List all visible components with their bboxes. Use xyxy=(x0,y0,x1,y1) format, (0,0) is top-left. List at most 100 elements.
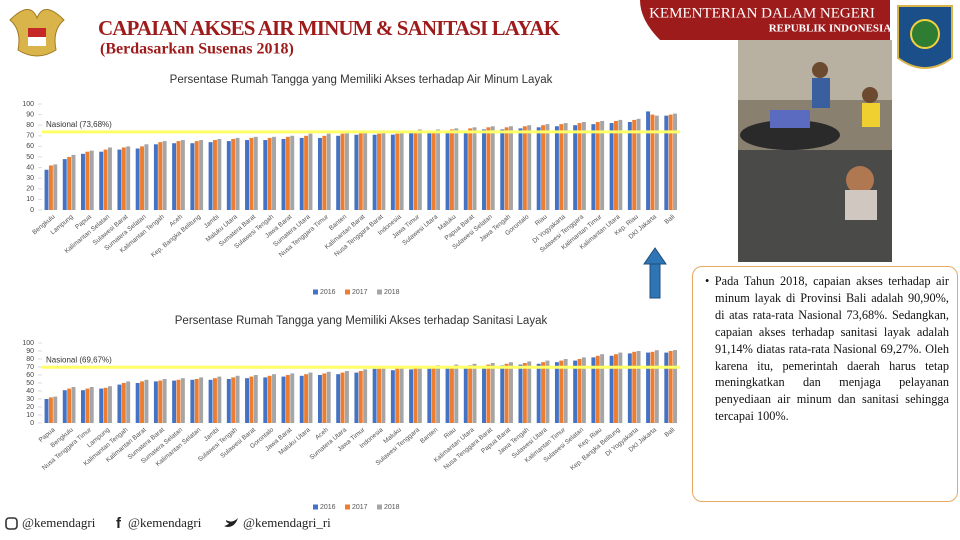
bar xyxy=(646,111,651,210)
bar xyxy=(212,378,217,423)
bar xyxy=(194,379,199,423)
legend-label: 2018 xyxy=(384,504,400,511)
legend-label: 2017 xyxy=(352,289,368,296)
bar xyxy=(208,379,213,423)
bar xyxy=(121,383,126,423)
bar xyxy=(81,390,85,423)
bar xyxy=(190,379,195,423)
bar xyxy=(71,154,76,210)
bar xyxy=(573,360,578,423)
bar xyxy=(267,137,272,210)
bar xyxy=(482,366,486,423)
bar xyxy=(290,373,295,423)
bar xyxy=(668,114,673,210)
bar xyxy=(212,140,217,210)
bar xyxy=(363,131,368,210)
bar xyxy=(263,140,268,210)
bar xyxy=(245,378,250,423)
legend-swatch xyxy=(313,289,318,295)
bar xyxy=(490,126,495,210)
bar xyxy=(600,354,605,423)
reference-label: Nasional (69,67%) xyxy=(46,355,112,364)
x-tick-label: Bali xyxy=(663,213,676,225)
bar xyxy=(664,352,669,423)
y-tick-label: 10 xyxy=(26,412,34,419)
bar xyxy=(427,132,432,210)
legend-label: 2016 xyxy=(320,504,336,511)
bar xyxy=(504,363,509,423)
bar xyxy=(545,124,550,210)
y-tick-label: 100 xyxy=(22,340,34,347)
bar xyxy=(176,379,181,423)
bar xyxy=(490,363,495,423)
y-tick-label: 80 xyxy=(26,356,34,363)
bar xyxy=(340,372,345,423)
bar xyxy=(326,371,331,423)
bar xyxy=(541,362,546,423)
bar xyxy=(445,131,450,210)
bar xyxy=(62,159,67,210)
facebook-handle: @kemendagri xyxy=(128,515,202,530)
bar xyxy=(500,129,505,210)
x-tick-label: Riau xyxy=(443,426,458,440)
twitter-icon xyxy=(224,518,238,527)
bar xyxy=(527,125,532,210)
bar xyxy=(199,377,204,423)
bar xyxy=(395,368,400,423)
bar xyxy=(377,368,381,423)
bar xyxy=(632,119,637,210)
bar xyxy=(472,363,477,423)
bar xyxy=(272,136,276,210)
bar xyxy=(272,374,276,423)
bar xyxy=(618,352,623,423)
bar xyxy=(482,129,486,210)
bar xyxy=(409,369,414,423)
summary-text: • Pada Tahun 2018, capaian akses terhada… xyxy=(705,274,949,424)
chart-title: Persentase Rumah Tangga yang Memiliki Ak… xyxy=(170,74,553,86)
bar xyxy=(650,114,655,210)
bar xyxy=(449,366,454,423)
y-tick-label: 0 xyxy=(30,420,34,427)
bar xyxy=(304,374,309,423)
bar xyxy=(527,361,532,423)
instagram-icon xyxy=(5,517,18,530)
bar xyxy=(381,367,386,423)
y-tick-label: 10 xyxy=(26,196,34,203)
bar xyxy=(454,364,459,423)
bar xyxy=(249,137,254,210)
legend-swatch xyxy=(313,504,318,510)
bar xyxy=(358,371,363,423)
bar xyxy=(107,386,112,423)
bar xyxy=(99,388,104,423)
bar xyxy=(673,113,678,210)
bar xyxy=(399,367,404,423)
bar xyxy=(463,367,468,423)
bar xyxy=(67,388,72,423)
y-tick-label: 70 xyxy=(26,364,34,371)
bar xyxy=(162,141,167,210)
bar xyxy=(317,137,322,210)
bar xyxy=(172,143,177,210)
bar xyxy=(559,360,564,423)
bar xyxy=(536,363,541,423)
y-tick-label: 30 xyxy=(26,175,34,182)
bar xyxy=(614,354,618,423)
reference-label: Nasional (73,68%) xyxy=(46,120,112,129)
bar xyxy=(180,378,185,423)
y-tick-label: 50 xyxy=(26,380,34,387)
bar xyxy=(399,131,404,210)
bar xyxy=(449,129,454,210)
bar xyxy=(53,396,58,423)
bar xyxy=(554,362,559,423)
legend-swatch xyxy=(345,289,350,295)
y-tick-label: 30 xyxy=(26,396,34,403)
bar xyxy=(395,133,400,210)
highlight-arrow xyxy=(643,247,667,299)
bar xyxy=(413,367,418,423)
bar xyxy=(153,381,158,423)
bar xyxy=(158,380,163,423)
bar xyxy=(117,384,122,423)
bar xyxy=(354,372,359,423)
bar xyxy=(308,133,313,210)
